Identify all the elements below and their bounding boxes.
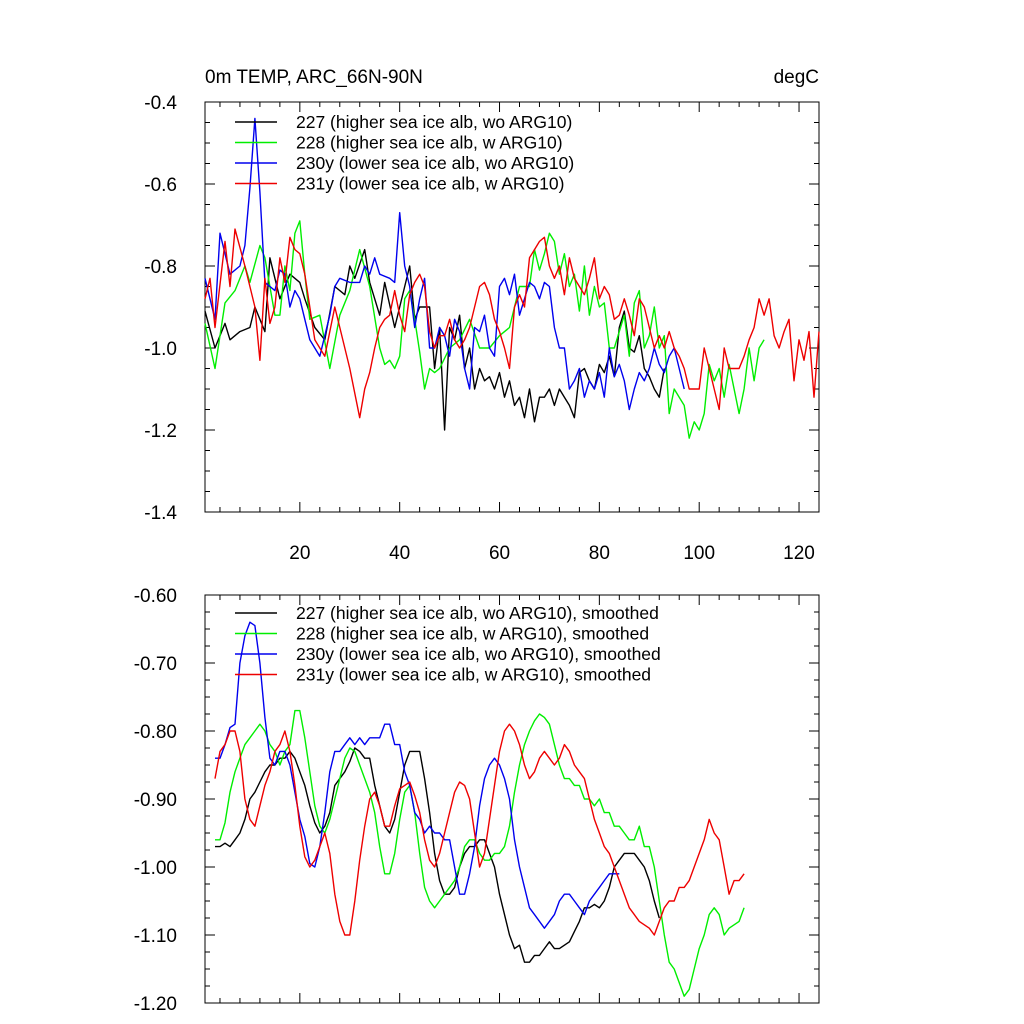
legend-label: 230y (lower sea ice alb, wo ARG10): [296, 153, 574, 173]
y-tick-label: -0.70: [134, 654, 177, 675]
y-tick-label: -0.8: [144, 257, 177, 278]
legend-label: 230y (lower sea ice alb, wo ARG10), smoo…: [296, 644, 661, 664]
legend-label: 227 (higher sea ice alb, wo ARG10): [296, 112, 572, 132]
y-tick-label: -1.00: [134, 858, 177, 879]
y-tick-label: -0.90: [134, 790, 177, 811]
series-line-227: [215, 747, 660, 963]
y-tick-label: -0.6: [144, 175, 177, 196]
series-line-228: [204, 220, 765, 439]
x-tick-label: 40: [389, 543, 410, 564]
y-tick-label: -1.10: [134, 926, 177, 947]
y-tick-label: -0.4: [144, 93, 177, 114]
y-tick-label: -0.60: [134, 586, 177, 607]
y-tick-label: -1.2: [144, 421, 177, 442]
y-tick-label: -1.0: [144, 339, 177, 360]
legend-label: 227 (higher sea ice alb, wo ARG10), smoo…: [296, 603, 659, 623]
panel-top: 0m TEMP, ARC_66N-90N degC -1.4 -1.2 -1.0 -0.8…: [144, 67, 820, 564]
units-label: degC: [774, 67, 819, 88]
x-tick-label: 100: [683, 543, 715, 564]
series-line-230y: [204, 117, 685, 411]
x-tick-label: 60: [489, 543, 510, 564]
series-line-231y: [204, 228, 820, 419]
x-tick-label: 80: [589, 543, 610, 564]
chart-title: 0m TEMP, ARC_66N-90N: [205, 67, 423, 88]
y-tick-label: -0.80: [134, 722, 177, 743]
legend-label: 228 (higher sea ice alb, w ARG10), smoot…: [296, 624, 649, 644]
series-line-227: [204, 248, 665, 431]
x-tick-label: 20: [289, 543, 310, 564]
series-line-228: [215, 709, 745, 997]
legend-label: 231y (lower sea ice alb, w ARG10): [296, 174, 564, 194]
x-tick-label: 120: [783, 543, 815, 564]
legend-label: 231y (lower sea ice alb, w ARG10), smoot…: [296, 665, 651, 685]
y-tick-label: -1.4: [144, 503, 177, 524]
series-line-231y: [214, 723, 745, 936]
y-tick-label: -1.20: [134, 994, 177, 1015]
legend-label: 228 (higher sea ice alb, w ARG10): [296, 133, 563, 153]
series-line-230y: [215, 621, 620, 929]
panel-bottom: -1.20 -1.10 -1.00 -0.90 -0.80 -0.70 -0.60 227 (…: [134, 586, 820, 1015]
